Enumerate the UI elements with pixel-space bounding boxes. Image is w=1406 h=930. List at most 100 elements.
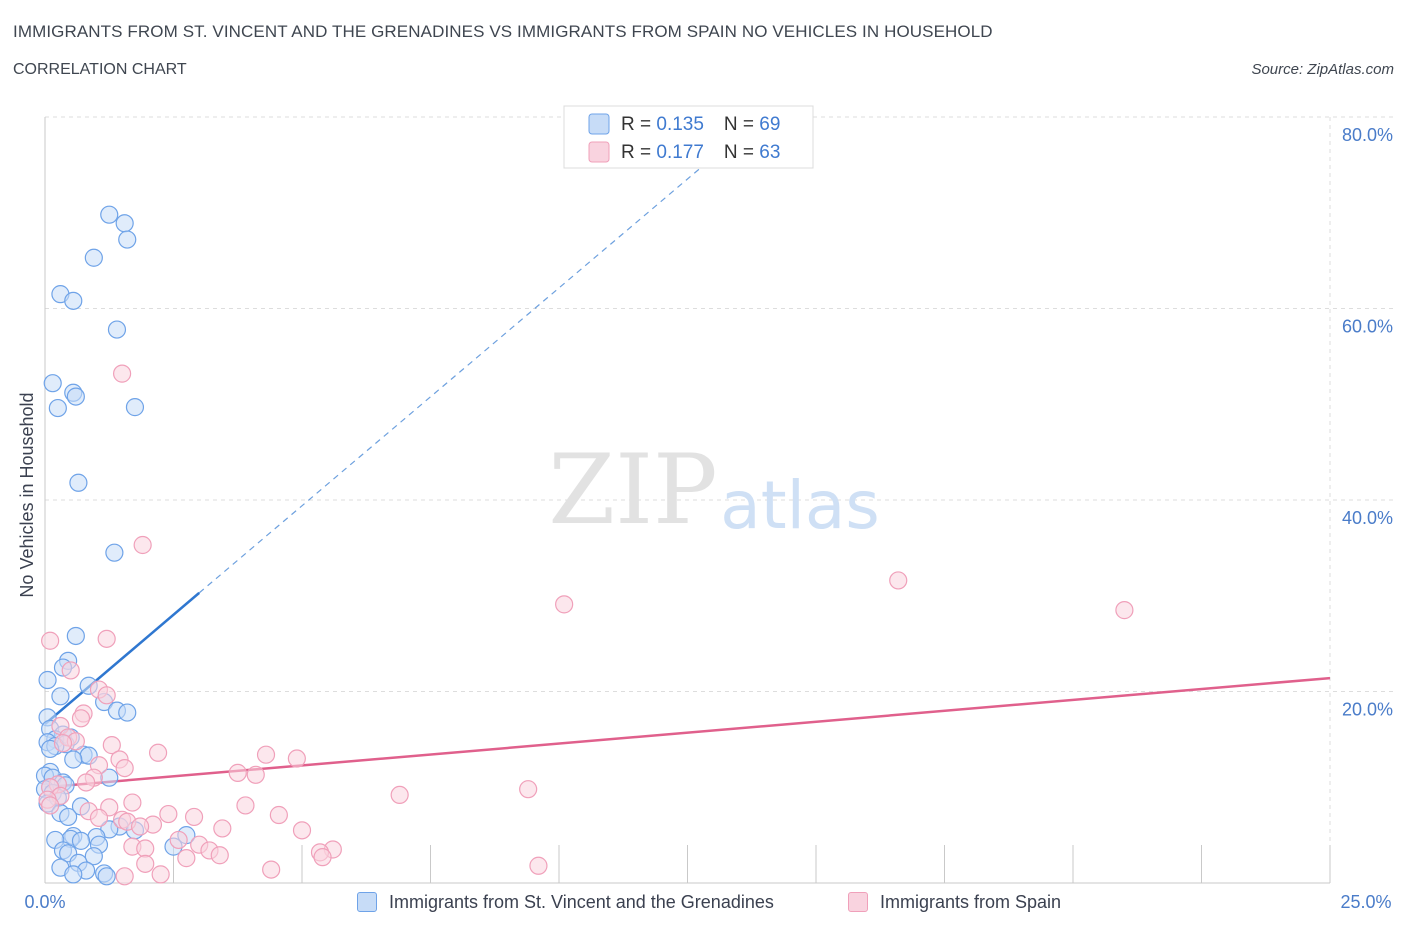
y-tick-label: 20.0% xyxy=(1342,700,1393,720)
data-point-spain xyxy=(97,629,116,648)
data-point-st-vincent xyxy=(66,387,85,406)
data-point-st-vincent xyxy=(97,867,116,886)
data-point-spain xyxy=(159,804,178,824)
data-point-spain xyxy=(61,661,80,680)
data-point-spain xyxy=(41,631,60,650)
chart-title: IMMIGRANTS FROM ST. VINCENT AND THE GREN… xyxy=(13,22,993,41)
points-layer xyxy=(35,205,1134,886)
stats-legend-row-2: R = 0.177 N = 63 xyxy=(621,142,780,163)
data-point-spain xyxy=(228,763,247,782)
n-label-1: N = xyxy=(724,114,759,135)
data-point-spain xyxy=(123,793,142,812)
y-tick-label: 60.0% xyxy=(1342,317,1393,337)
legend-label-st-vincent: Immigrants from St. Vincent and the Gren… xyxy=(389,891,774,912)
data-point-spain xyxy=(169,830,188,850)
legend-swatch-pink xyxy=(848,892,868,912)
data-point-spain xyxy=(115,867,134,886)
data-point-st-vincent xyxy=(66,626,85,646)
data-point-spain xyxy=(151,865,170,884)
legend-swatch-blue xyxy=(357,892,377,912)
y-tick-label: 40.0% xyxy=(1342,508,1393,528)
data-point-spain xyxy=(1115,601,1134,620)
stats-legend-row-1: R = 0.135 N = 69 xyxy=(621,114,780,135)
data-point-spain xyxy=(184,807,204,827)
data-point-spain xyxy=(136,839,155,858)
data-point-spain xyxy=(177,849,196,868)
watermark: ZIP atlas xyxy=(548,434,879,546)
data-point-spain xyxy=(292,821,312,840)
data-point-st-vincent xyxy=(51,687,70,706)
data-point-spain xyxy=(130,817,150,836)
data-point-st-vincent xyxy=(48,398,67,418)
data-point-st-vincent xyxy=(84,248,103,267)
data-point-spain xyxy=(133,535,152,555)
data-point-st-vincent xyxy=(84,847,103,866)
data-point-spain xyxy=(89,808,109,827)
data-point-spain xyxy=(210,846,229,865)
data-point-spain xyxy=(112,364,132,383)
data-point-st-vincent xyxy=(115,214,134,233)
n-value-2: 63 xyxy=(759,142,780,163)
data-point-spain xyxy=(53,734,73,753)
data-point-spain xyxy=(529,856,548,875)
data-point-spain xyxy=(77,773,96,792)
data-point-st-vincent xyxy=(64,865,83,884)
data-point-st-vincent xyxy=(105,543,124,562)
stats-legend: R = 0.135 N = 69 R = 0.177 N = 63 xyxy=(563,105,814,169)
source-note: Source: ZipAtlas.com xyxy=(1251,61,1394,78)
data-point-spain xyxy=(390,785,409,805)
watermark-atlas: atlas xyxy=(720,467,880,544)
data-point-st-vincent xyxy=(43,374,62,393)
y-axis-label: No Vehicles in Household xyxy=(17,392,37,597)
data-point-spain xyxy=(136,854,155,873)
data-point-st-vincent xyxy=(64,750,83,769)
data-point-spain xyxy=(889,571,908,590)
x-tick-label: 25.0% xyxy=(1340,892,1391,912)
data-point-spain xyxy=(97,686,116,705)
data-point-spain xyxy=(313,848,332,867)
watermark-zip: ZIP xyxy=(548,434,717,546)
data-point-st-vincent xyxy=(107,320,127,339)
stats-legend-swatch-blue xyxy=(588,113,610,135)
r-label-2: R = xyxy=(621,142,656,163)
legend-item-st-vincent[interactable]: Immigrants from St. Vincent and the Gren… xyxy=(357,889,774,915)
r-value-2: 0.177 xyxy=(656,142,704,163)
data-point-spain xyxy=(269,805,288,825)
data-point-st-vincent xyxy=(64,291,83,310)
data-point-st-vincent xyxy=(38,670,57,690)
data-point-spain xyxy=(287,749,306,768)
data-point-spain xyxy=(102,736,121,755)
data-point-st-vincent xyxy=(125,398,145,417)
data-point-st-vincent xyxy=(118,703,137,722)
stats-legend-swatch-pink xyxy=(588,141,610,163)
data-point-st-vincent xyxy=(69,473,88,492)
data-point-spain xyxy=(115,758,134,778)
r-label-1: R = xyxy=(621,114,656,135)
data-point-spain xyxy=(148,743,168,762)
legend-item-spain[interactable]: Immigrants from Spain xyxy=(848,889,1061,915)
data-point-spain xyxy=(519,780,538,799)
trendline-st-vincent-extension xyxy=(198,156,714,594)
legend-label-spain: Immigrants from Spain xyxy=(880,891,1062,912)
data-point-spain xyxy=(246,765,265,784)
trendline-st-vincent xyxy=(44,591,201,726)
data-point-spain xyxy=(213,819,232,838)
data-point-st-vincent xyxy=(59,807,78,827)
x-tick-label: 0.0% xyxy=(24,892,65,912)
n-label-2: N = xyxy=(724,142,759,163)
data-point-spain xyxy=(41,796,60,815)
data-point-spain xyxy=(236,796,255,815)
axis-layer: 20.0% 40.0% 60.0% 80.0% 0.0% 25.0% xyxy=(24,117,1393,912)
data-point-spain xyxy=(555,595,574,614)
data-point-st-vincent xyxy=(100,205,119,224)
y-tick-label: 80.0% xyxy=(1342,125,1393,145)
data-point-spain xyxy=(262,860,281,879)
data-point-spain xyxy=(71,709,91,728)
data-point-st-vincent xyxy=(118,230,137,249)
chart-subtitle: CORRELATION CHART xyxy=(13,61,187,78)
r-value-1: 0.135 xyxy=(656,114,704,135)
data-point-spain xyxy=(256,745,276,764)
n-value-1: 69 xyxy=(759,114,780,135)
data-point-st-vincent xyxy=(71,831,91,850)
